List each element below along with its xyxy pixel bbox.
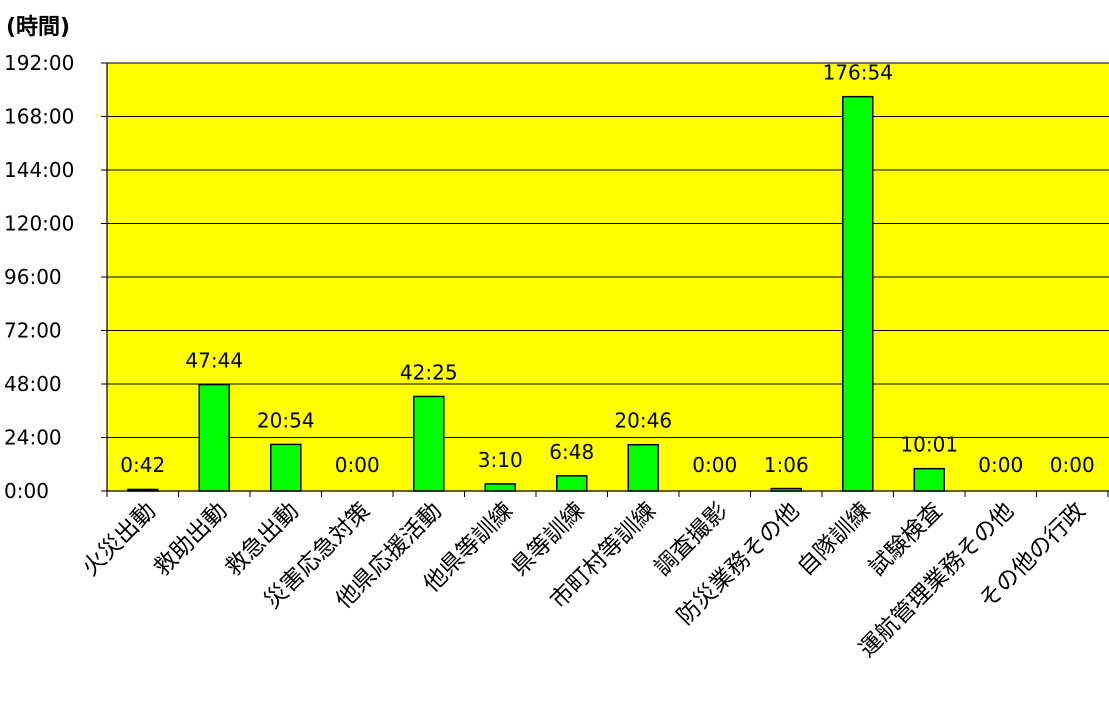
data-label: 0:00 [1050,453,1095,477]
y-tick-label: 72:00 [4,319,62,343]
bar [556,475,588,492]
data-label: 0:00 [335,453,380,477]
category-label: 救助出動 [149,498,232,581]
x-axis [106,490,1109,497]
data-label: 6:48 [549,440,594,464]
y-tick-label: 96:00 [4,265,62,289]
y-tick-label: 48:00 [4,372,62,396]
data-label: 47:44 [185,349,243,373]
data-label: 176:54 [823,61,893,85]
data-label: 0:00 [692,453,737,477]
y-axis: 0:00 24:00 48:00 72:00 96:00 120:00 144:00 168:… [4,51,108,503]
data-label: 0:42 [120,453,165,477]
y-tick-label: 24:00 [4,426,62,450]
bar [198,383,230,492]
bar [627,443,659,492]
bar [913,467,945,492]
data-labels: 0:42 47:44 20:54 0:00 42:25 3:10 6:48 20:46 0:00… [120,61,1094,477]
bar [842,95,874,492]
y-tick-label: 168:00 [4,105,74,129]
data-label: 10:01 [900,433,958,457]
data-label: 20:54 [257,408,315,432]
bars [127,95,945,492]
y-tick-label: 0:00 [4,479,49,503]
y-tick-label: 144:00 [4,158,74,182]
bar [270,443,302,492]
bar [413,395,445,492]
category-label: 自隊訓練 [793,498,876,581]
category-label: 防災業務その他 [672,498,804,630]
data-label: 0:00 [978,453,1023,477]
category-labels: 火災出動救助出動救急出動災害応急対策他県応援活動他県等訓練県等訓練市町村等訓練調… [78,498,1091,663]
data-label: 20:46 [614,409,672,433]
data-label: 1:06 [764,453,809,477]
y-tick-label: 120:00 [4,212,74,236]
category-label: 火災出動 [78,498,161,581]
data-label: 3:10 [478,448,523,472]
y-unit-label: (時間) [6,15,70,40]
data-label: 42:25 [400,360,458,384]
bar [484,483,516,492]
y-tick-label: 192:00 [4,51,74,75]
